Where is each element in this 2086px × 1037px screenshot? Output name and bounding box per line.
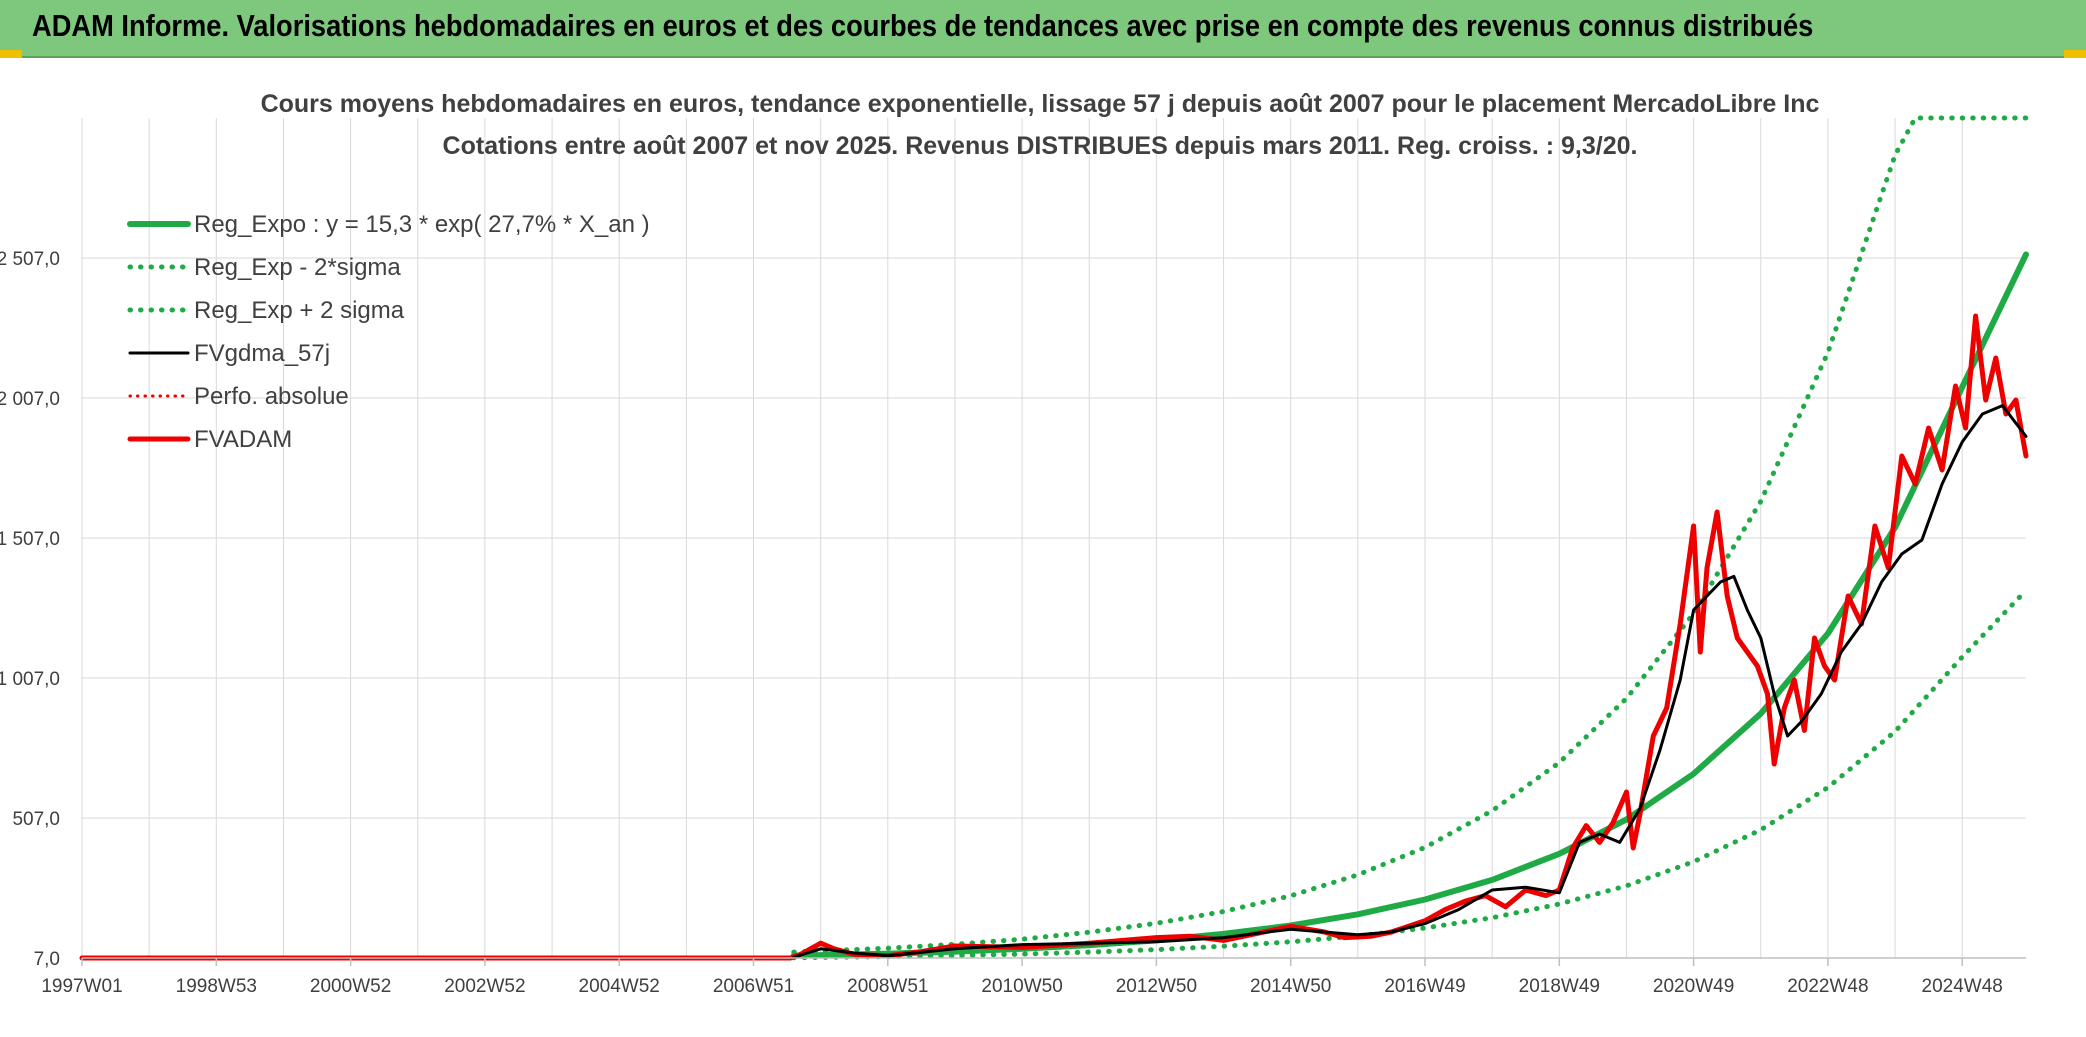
x-tick-label: 2004W52: [579, 976, 660, 997]
y-tick-label: 2 507,0: [0, 249, 60, 270]
x-tick-label: 2024W48: [1922, 976, 2003, 997]
x-tick-label: 2016W49: [1384, 976, 1465, 997]
y-tick-label: 1 007,0: [0, 669, 60, 690]
legend-label: FVADAM: [194, 426, 292, 453]
x-tick-label: 2002W52: [444, 976, 525, 997]
y-tick-label: 1 507,0: [0, 529, 60, 550]
x-tick-label: 2006W51: [713, 976, 794, 997]
legend-label: Perfo. absolue: [194, 383, 349, 410]
series-layer: [79, 115, 2029, 961]
chart-subtitle: Cotations entre août 2007 et nov 2025. R…: [443, 132, 1638, 160]
legend-label: Reg_Exp - 2*sigma: [194, 254, 401, 281]
chart-title: Cours moyens hebdomadaires en euros, ten…: [261, 90, 1820, 118]
x-tick-label: 2010W50: [981, 976, 1062, 997]
axes: 7,0 507,0 1 007,0 1 507,0 2 007,0 2 507,0 1997…: [0, 249, 2026, 997]
x-tick-label: 2018W49: [1519, 976, 1600, 997]
header-banner: ADAM Informe. Valorisations hebdomadaire…: [0, 0, 2086, 58]
legend-label: Reg_Exp + 2 sigma: [194, 297, 405, 324]
y-tick-label: 7,0: [34, 949, 60, 970]
series-line-reg-exp-2-sigma: [791, 115, 2029, 955]
x-tick-label: 2020W49: [1653, 976, 1734, 997]
series-line-fvadam: [79, 313, 2029, 961]
x-tick-label: 2012W50: [1116, 976, 1197, 997]
x-tick-label: 2014W50: [1250, 976, 1331, 997]
x-tick-label: 2022W48: [1787, 976, 1868, 997]
corner-accent-left: [0, 50, 22, 58]
page-title: ADAM Informe. Valorisations hebdomadaire…: [32, 8, 1814, 43]
x-tick-label: 1997W01: [41, 976, 122, 997]
x-tick-label: 1998W53: [176, 976, 257, 997]
y-tick-label: 2 007,0: [0, 389, 60, 410]
legend-label: Reg_Expo : y = 15,3 * exp( 27,7% * X_an …: [194, 211, 650, 238]
series-line-reg-exp-2-sigma: [791, 587, 2029, 961]
x-tick-label: 2000W52: [310, 976, 391, 997]
y-tick-label: 507,0: [12, 809, 60, 830]
legend: Reg_Expo : y = 15,3 * exp( 27,7% * X_an …: [127, 211, 650, 453]
corner-accent-right: [2064, 50, 2086, 58]
chart-background: [0, 58, 2086, 1037]
series-line-fvgdma-57j: [792, 404, 2028, 959]
chart: 7,0 507,0 1 007,0 1 507,0 2 007,0 2 507,0 1997…: [0, 58, 2086, 1037]
x-tick-label: 2008W51: [847, 976, 928, 997]
legend-label: FVgdma_57j: [194, 340, 330, 367]
